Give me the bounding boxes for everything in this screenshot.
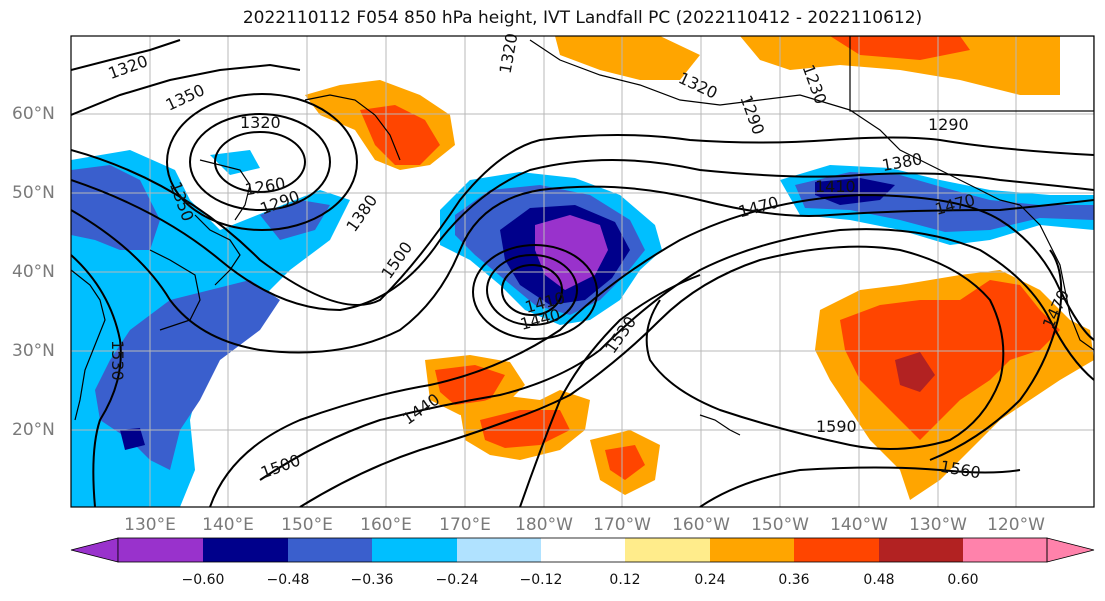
lon-label: 160°E [360, 515, 412, 535]
map-title: 2022110112 F054 850 hPa height, IVT Land… [242, 8, 923, 28]
colorbar-bin [288, 538, 372, 562]
ivt-neg-west-blue [71, 165, 160, 250]
colorbar-bin [625, 538, 710, 562]
lon-label: 170°W [593, 515, 651, 535]
lon-label: 130°E [124, 515, 176, 535]
contour-label: 1410 [815, 177, 856, 196]
lat-label: 30°N [12, 341, 55, 361]
ivt-neg-gulf-navy [815, 178, 895, 205]
lon-label: 140°E [202, 515, 254, 535]
contour-label: 1500 [258, 450, 303, 482]
colorbar-tick-label: 0.60 [947, 572, 979, 588]
ivt-pos-northtop2-red [830, 36, 970, 60]
ivt-neg-west-navy [120, 428, 145, 450]
lat-label: 50°N [12, 183, 55, 203]
ivt-pos-south2-red [480, 410, 570, 448]
contour-label: 1320 [496, 32, 522, 75]
contour-label: 1470 [736, 192, 780, 221]
colorbar-frame [117, 537, 1048, 563]
contour-label: 1320 [240, 113, 281, 132]
ivt-pos-ne-darkred [895, 352, 935, 392]
colorbar-bin [963, 538, 1047, 562]
ivt-pos-bering-red [360, 105, 440, 165]
ivt-pos-northtop2-orange [740, 36, 1060, 95]
lat-label: 40°N [12, 262, 55, 282]
colorbar-bin [710, 538, 794, 562]
colorbar-tick-label: −0.12 [519, 572, 563, 588]
ivt-pos-northtop-orange [555, 36, 700, 80]
contour-label: 1290 [928, 115, 969, 134]
colorbar-bin [879, 538, 963, 562]
contour-label: 1590 [816, 417, 857, 436]
colorbar-bin [372, 538, 457, 562]
contour-label: 1530 [108, 340, 127, 381]
lon-label: 160°W [672, 515, 730, 535]
ivt-pos-south3-red [605, 445, 645, 480]
ivt-neg-west-blue2 [95, 280, 280, 470]
lon-label: 120°W [987, 515, 1045, 535]
lon-label: 140°W [830, 515, 888, 535]
colorbar-tick-label: 0.12 [609, 572, 641, 588]
contour-label: 1380 [880, 149, 923, 175]
colorbar-bin [541, 538, 625, 562]
ivt-neg-kam-cyan [210, 150, 260, 175]
colorbar-tick-label: 0.24 [694, 572, 726, 588]
coastlines [71, 36, 1094, 436]
lat-label: 60°N [12, 104, 55, 124]
colorbar-bin [457, 538, 541, 562]
colorbar-tick-label: −0.24 [435, 572, 479, 588]
gridlines [71, 36, 1094, 507]
colorbar-tick-label: 0.48 [863, 572, 895, 588]
colorbar-bin [118, 538, 203, 562]
lon-label: 150°W [751, 515, 809, 535]
ivt-pos-ne-red [840, 280, 1060, 440]
contour-label: 1320 [676, 68, 721, 102]
colorbar-bin [203, 538, 288, 562]
height-contours [71, 39, 1094, 507]
colorbar-tick-label: −0.36 [350, 572, 394, 588]
colorbar-tick-label: 0.36 [778, 572, 810, 588]
contour-label: 1230 [799, 62, 831, 107]
lon-label: 170°E [439, 515, 491, 535]
colorbar-high-extend [1046, 537, 1095, 563]
lon-label: 130°W [909, 515, 967, 535]
contour-label: 1560 [939, 457, 982, 483]
colorbar-bin [794, 538, 879, 562]
contour-label: 1320 [106, 51, 151, 83]
colorbar [70, 537, 1095, 563]
lon-label: 150°E [281, 515, 333, 535]
contour-label: 1380 [342, 191, 381, 235]
map-frame [70, 35, 1095, 508]
colorbar-low-extend [70, 537, 119, 563]
colorbar-tick-label: −0.48 [266, 572, 310, 588]
lat-label: 20°N [12, 420, 55, 440]
ivt-pos-south1-red [435, 365, 505, 405]
lon-label: 180°W [515, 515, 573, 535]
colorbar-tick-label: −0.60 [181, 572, 225, 588]
